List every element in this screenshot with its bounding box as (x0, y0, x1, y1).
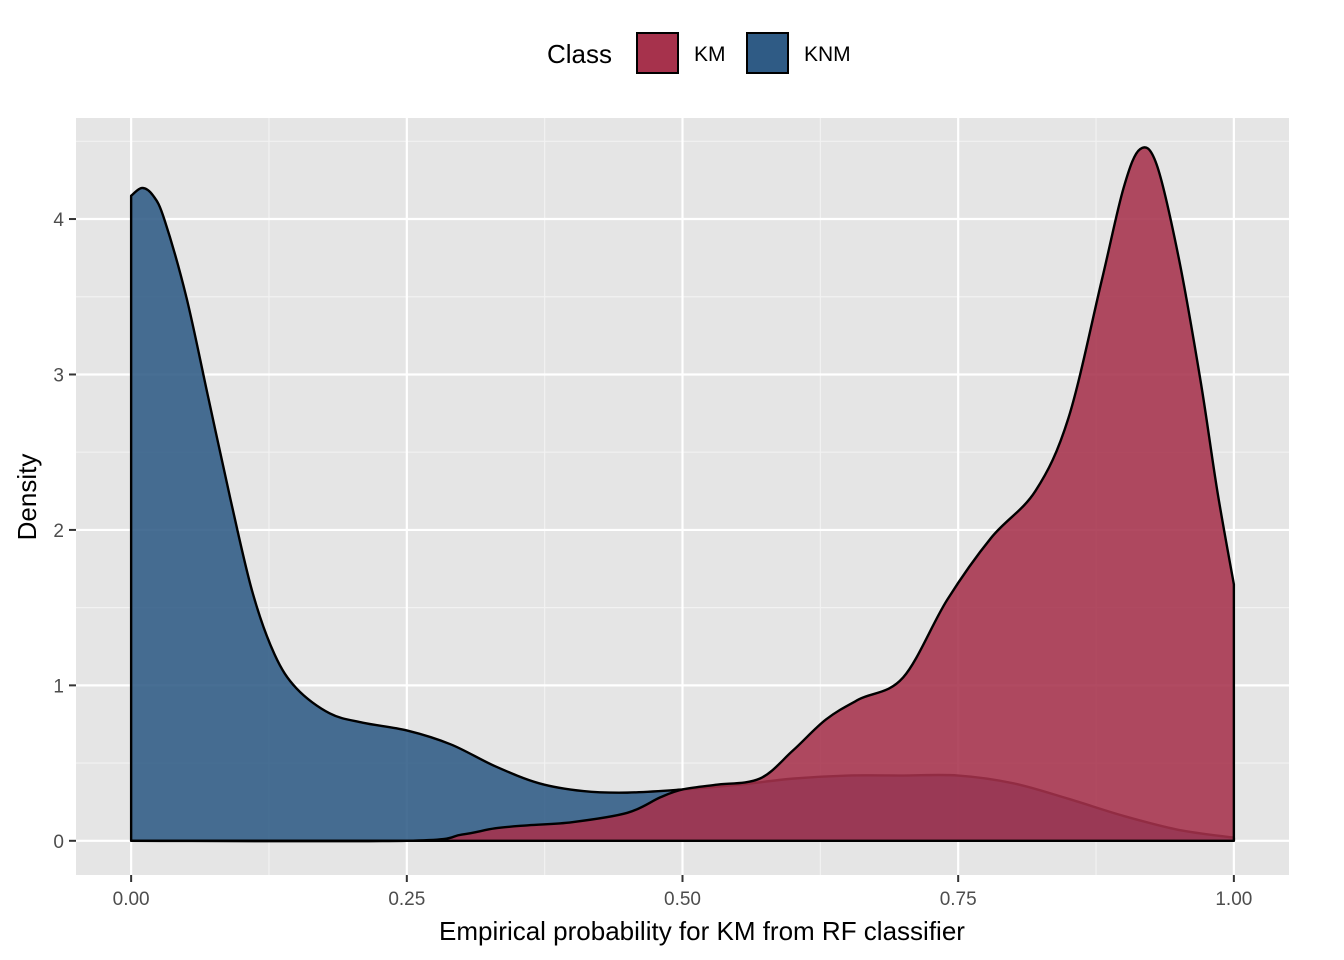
legend-label-knm: KNM (804, 43, 851, 66)
y-tick-label: 4 (53, 210, 64, 231)
legend: Class KM KNM (547, 32, 851, 74)
x-tick-label: 0.75 (940, 889, 977, 910)
axes: 0.00 0.25 0.50 0.75 1.00 0 1 2 3 4 (53, 210, 1252, 910)
density-area-km (129, 146, 1236, 843)
legend-swatch-km (636, 32, 679, 74)
y-tick-label: 1 (53, 676, 64, 697)
legend-label-km: KM (694, 43, 726, 66)
y-tick-label: 2 (53, 521, 64, 542)
y-tick-label: 0 (53, 832, 64, 853)
legend-swatch-knm (746, 32, 789, 74)
x-tick-label: 1.00 (1215, 889, 1252, 910)
x-tick-label: 0.25 (388, 889, 425, 910)
x-tick-label: 0.50 (664, 889, 701, 910)
x-tick-label: 0.00 (113, 889, 150, 910)
x-axis-title: Empirical probability for KM from RF cla… (439, 916, 965, 946)
density-series (129, 146, 1236, 843)
y-axis-title: Density (12, 454, 42, 541)
y-tick-label: 3 (53, 365, 64, 386)
legend-title: Class (547, 39, 612, 69)
